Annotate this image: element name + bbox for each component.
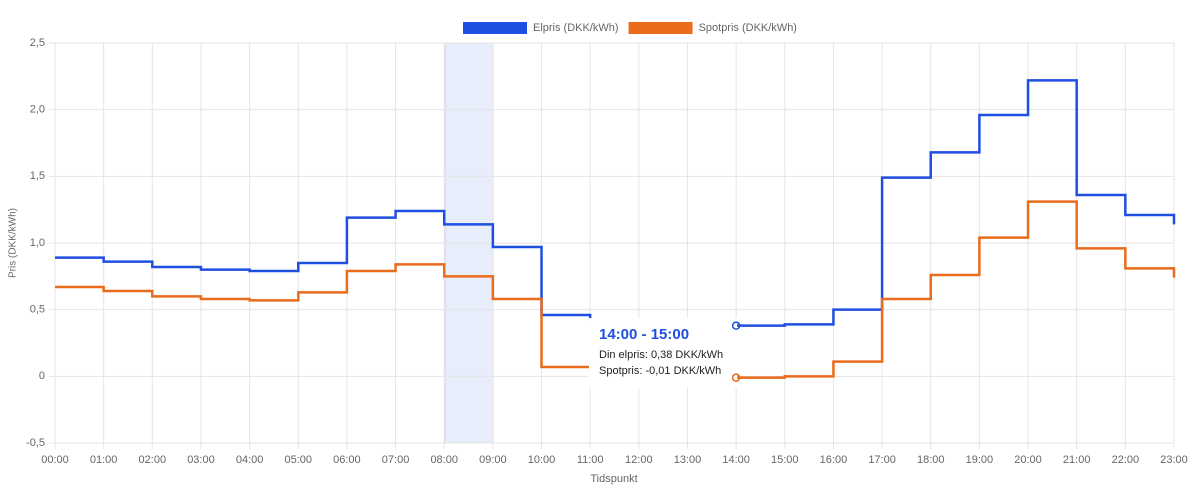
x-tick-label: 16:00	[820, 454, 848, 466]
x-tick-label: 03:00	[187, 454, 215, 466]
x-axis-title: Tidspunkt	[590, 473, 637, 485]
tooltip-box	[589, 318, 737, 388]
x-tick-label: 04:00	[236, 454, 264, 466]
x-tick-label: 11:00	[577, 454, 604, 466]
x-tick-label: 20:00	[1014, 454, 1042, 466]
x-tick-label: 17:00	[868, 454, 896, 466]
legend-swatch	[628, 22, 693, 34]
y-tick-label: 0,5	[30, 304, 45, 316]
x-tick-label: 23:00	[1160, 454, 1188, 466]
legend-label: Spotpris (DKK/kWh)	[699, 22, 797, 34]
hover-point	[731, 321, 741, 330]
x-tick-label: 02:00	[139, 454, 167, 466]
hover-point	[731, 373, 741, 382]
tooltip: 14:00 - 15:00 Din elpris: 0,38 DKK/kWh S…	[589, 318, 737, 388]
y-tick-label: 1,5	[30, 170, 45, 182]
y-tick-label: 0	[39, 370, 45, 382]
legend-swatch	[463, 22, 527, 34]
tooltip-line: Spotpris: -0,01 DKK/kWh	[599, 365, 721, 377]
x-tick-label: 18:00	[917, 454, 945, 466]
x-tick-label: 14:00	[722, 454, 750, 466]
x-tick-label: 22:00	[1112, 454, 1140, 466]
y-tick-label: -0,5	[26, 437, 45, 449]
x-tick-label: 01:00	[90, 454, 118, 466]
tooltip-line: Din elpris: 0,38 DKK/kWh	[599, 349, 723, 361]
legend-label: Elpris (DKK/kWh)	[533, 22, 619, 34]
y-tick-label: 2,5	[30, 37, 45, 49]
x-tick-label: 21:00	[1063, 454, 1091, 466]
x-tick-label: 12:00	[625, 454, 653, 466]
y-tick-label: 1,0	[30, 237, 45, 249]
tooltip-title: 14:00 - 15:00	[599, 326, 689, 343]
x-tick-label: 07:00	[382, 454, 410, 466]
y-axis-title: Pris (DKK/kWh)	[8, 208, 19, 278]
x-tick-label: 00:00	[41, 454, 69, 466]
x-tick-label: 08:00	[430, 454, 458, 466]
x-tick-label: 05:00	[284, 454, 312, 466]
x-tick-label: 10:00	[528, 454, 556, 466]
series-line	[55, 79, 1176, 327]
x-tick-label: 06:00	[333, 454, 361, 466]
y-tick-label: 2,0	[30, 104, 45, 116]
x-tick-label: 15:00	[771, 454, 799, 466]
x-tick-label: 09:00	[479, 454, 507, 466]
x-tick-label: 13:00	[674, 454, 702, 466]
x-tick-label: 19:00	[966, 454, 994, 466]
